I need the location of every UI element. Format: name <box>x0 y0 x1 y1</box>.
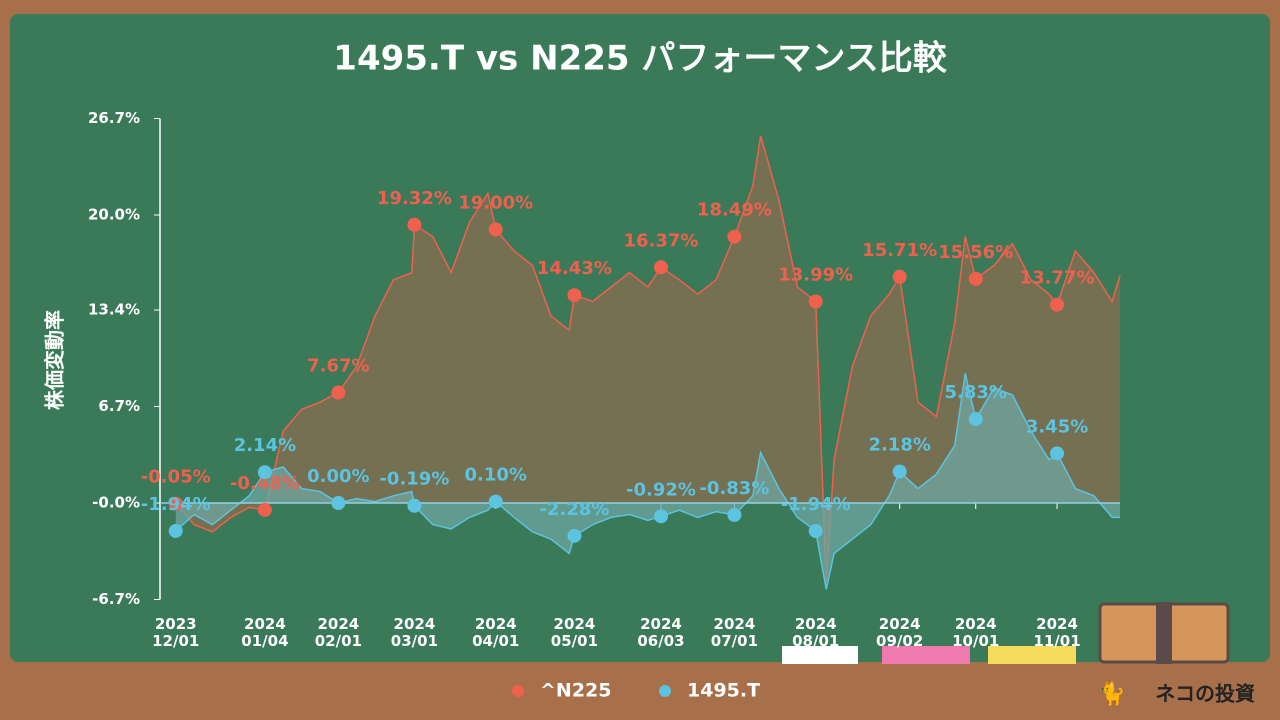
x-tick-label: 2024 06/03 <box>637 615 685 650</box>
marker <box>331 385 346 400</box>
marker <box>727 507 742 522</box>
chalk <box>988 646 1076 664</box>
x-tick-label: 2024 01/04 <box>241 615 289 650</box>
marker <box>968 271 983 286</box>
y-tick-label: 13.4% <box>88 301 140 319</box>
x-tick-label: 2024 09/02 <box>876 615 924 650</box>
data-label: -0.92% <box>626 479 696 500</box>
marker <box>257 502 272 517</box>
legend-marker <box>659 685 671 697</box>
data-label: 5.83% <box>945 382 1007 403</box>
data-label: 13.77% <box>1020 268 1095 289</box>
x-tick-label: 2023 12/01 <box>152 615 200 650</box>
x-tick-label: 2024 03/01 <box>390 615 439 650</box>
y-tick-label: -6.7% <box>92 590 140 608</box>
data-label: 0.00% <box>307 466 369 487</box>
y-tick-label: 26.7% <box>88 109 140 127</box>
legend-label: 1495.T <box>687 680 760 702</box>
data-label: 13.99% <box>778 265 853 286</box>
data-label: -1.94% <box>781 494 851 515</box>
data-label: 14.43% <box>537 258 612 279</box>
area <box>175 135 1121 583</box>
marker <box>968 412 983 427</box>
marker <box>892 269 907 284</box>
data-label: -1.94% <box>141 494 211 515</box>
marker <box>331 496 346 511</box>
x-tick-label: 2024 02/01 <box>314 615 362 650</box>
data-label: -0.48% <box>230 473 300 494</box>
data-label: -0.19% <box>379 469 449 490</box>
y-tick-label: 6.7% <box>98 397 140 415</box>
x-tick-label: 2024 07/01 <box>710 615 759 650</box>
data-label: 2.18% <box>868 435 930 456</box>
data-label: 18.49% <box>697 200 772 221</box>
marker <box>567 528 582 543</box>
marker <box>488 494 503 509</box>
plot: 26.7% 20.0% 13.4% 6.7% -0.0% -6.7% -0.05% -0.48… <box>88 109 1121 608</box>
data-label: 19.32% <box>377 188 452 209</box>
x-tick-label: 2024 11/01 <box>1033 615 1081 650</box>
data-label: -2.28% <box>539 499 609 520</box>
data-label: 3.45% <box>1026 416 1088 437</box>
data-label: 7.67% <box>307 356 369 377</box>
legend: ^N225 1495.T <box>512 680 760 702</box>
x-tick-label: 2024 04/01 <box>472 615 520 650</box>
x-tick-label: 2024 10/01 <box>952 615 1000 650</box>
area <box>175 373 1121 590</box>
x-tick-label: 2024 08/01 <box>792 615 840 650</box>
legend-marker <box>512 685 524 697</box>
legend-label: ^N225 <box>540 680 611 702</box>
marker <box>168 523 183 538</box>
marker <box>727 229 742 244</box>
marker <box>488 222 503 237</box>
marker <box>653 260 668 275</box>
chalk <box>882 646 970 664</box>
data-label: -0.83% <box>699 478 769 499</box>
chart-title: 1495.T vs N225 パフォーマンス比較 <box>333 39 947 79</box>
marker <box>1050 297 1065 312</box>
marker <box>808 523 823 538</box>
marker <box>407 498 422 513</box>
eraser-band <box>1156 602 1172 664</box>
data-label: 0.10% <box>465 465 527 486</box>
chalk <box>782 646 858 664</box>
marker <box>168 496 183 511</box>
y-axis-label: 株価変動率 <box>43 310 67 410</box>
watermark: ネコの投資 <box>1155 682 1255 706</box>
marker <box>808 294 823 309</box>
data-label: 15.71% <box>862 240 937 261</box>
cat-icon: 🐈 <box>1098 681 1125 707</box>
data-label: 16.37% <box>623 230 698 251</box>
marker <box>892 464 907 479</box>
marker <box>567 288 582 303</box>
y-tick-label: -0.0% <box>92 494 140 512</box>
y-tick-label: 20.0% <box>88 205 140 223</box>
data-label: 15.56% <box>938 242 1013 263</box>
x-tick-label: 2024 05/01 <box>550 615 599 650</box>
marker <box>407 217 422 232</box>
marker <box>653 509 668 524</box>
marker <box>257 465 272 480</box>
data-label: 2.14% <box>234 435 296 456</box>
data-label: -0.05% <box>141 467 211 488</box>
marker <box>1050 446 1065 461</box>
data-label: 19.00% <box>458 192 533 213</box>
